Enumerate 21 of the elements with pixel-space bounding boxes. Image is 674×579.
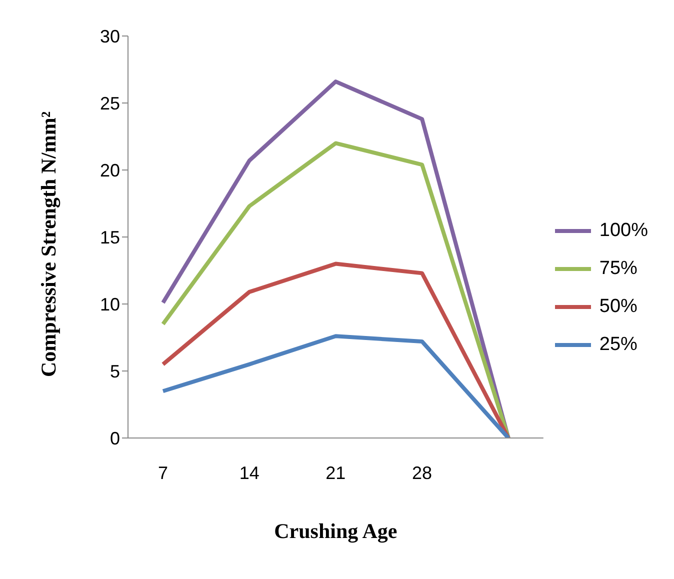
y-tick-label: 5 [110, 361, 120, 382]
y-tick-label: 25 [100, 93, 120, 114]
x-tick-label: 28 [412, 462, 432, 483]
line-series [161, 141, 510, 438]
legend-label: 100% [599, 220, 648, 242]
line-series [161, 262, 510, 438]
y-axis-title: Compressive Strength N/mm² [36, 111, 60, 377]
y-tick-label: 15 [100, 227, 120, 248]
y-tick-label: 20 [100, 160, 120, 180]
y-tick-label: 30 [100, 26, 120, 46]
x-tick-label: 7 [158, 462, 168, 483]
legend-label: 25% [599, 334, 638, 356]
legend-label: 75% [599, 258, 638, 280]
y-tick-label: 0 [110, 428, 120, 448]
x-axis-title: Crushing Age [274, 519, 398, 543]
legend-label: 50% [599, 296, 638, 318]
y-tick-label: 10 [100, 294, 120, 314]
x-tick-label: 14 [239, 462, 260, 483]
x-tick-label: 21 [326, 462, 346, 483]
line-series [161, 334, 510, 438]
line-series [161, 80, 510, 438]
